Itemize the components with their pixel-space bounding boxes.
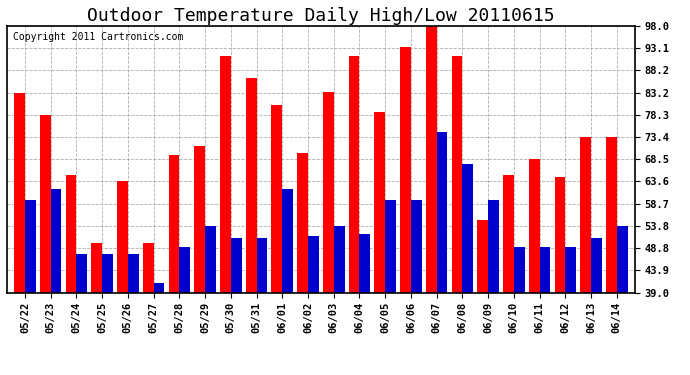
Bar (503, 175, 514, 292)
Bar (179, 248, 190, 292)
Bar (66, 175, 77, 292)
Bar (91, 243, 102, 292)
Bar (297, 153, 308, 292)
Bar (400, 46, 411, 292)
Bar (529, 159, 540, 292)
Bar (555, 177, 565, 292)
Bar (117, 182, 128, 292)
Bar (195, 146, 205, 292)
Bar (205, 226, 216, 292)
Bar (323, 92, 334, 292)
Bar (540, 248, 551, 292)
Bar (308, 236, 319, 292)
Bar (154, 284, 164, 292)
Bar (488, 200, 499, 292)
Bar (246, 78, 257, 292)
Bar (348, 56, 359, 292)
Bar (426, 26, 437, 292)
Bar (591, 238, 602, 292)
Bar (271, 105, 282, 292)
Bar (565, 248, 576, 292)
Text: Copyright 2011 Cartronics.com: Copyright 2011 Cartronics.com (13, 32, 184, 42)
Bar (230, 238, 241, 292)
Bar (606, 137, 617, 292)
Bar (14, 93, 25, 292)
Bar (128, 254, 139, 292)
Bar (385, 200, 396, 292)
Bar (77, 254, 87, 292)
Bar (282, 189, 293, 292)
Bar (168, 155, 179, 292)
Title: Outdoor Temperature Daily High/Low 20110615: Outdoor Temperature Daily High/Low 20110… (87, 7, 555, 25)
Bar (334, 226, 344, 292)
Bar (375, 112, 385, 292)
Bar (25, 200, 36, 292)
Bar (411, 200, 422, 292)
Bar (40, 115, 50, 292)
Bar (102, 254, 113, 292)
Bar (143, 243, 154, 292)
Bar (617, 226, 628, 292)
Bar (451, 56, 462, 292)
Bar (514, 248, 524, 292)
Bar (580, 137, 591, 292)
Bar (477, 220, 488, 292)
Bar (462, 164, 473, 292)
Bar (359, 234, 371, 292)
Bar (50, 189, 61, 292)
Bar (257, 238, 267, 292)
Bar (437, 132, 447, 292)
Bar (220, 56, 230, 292)
